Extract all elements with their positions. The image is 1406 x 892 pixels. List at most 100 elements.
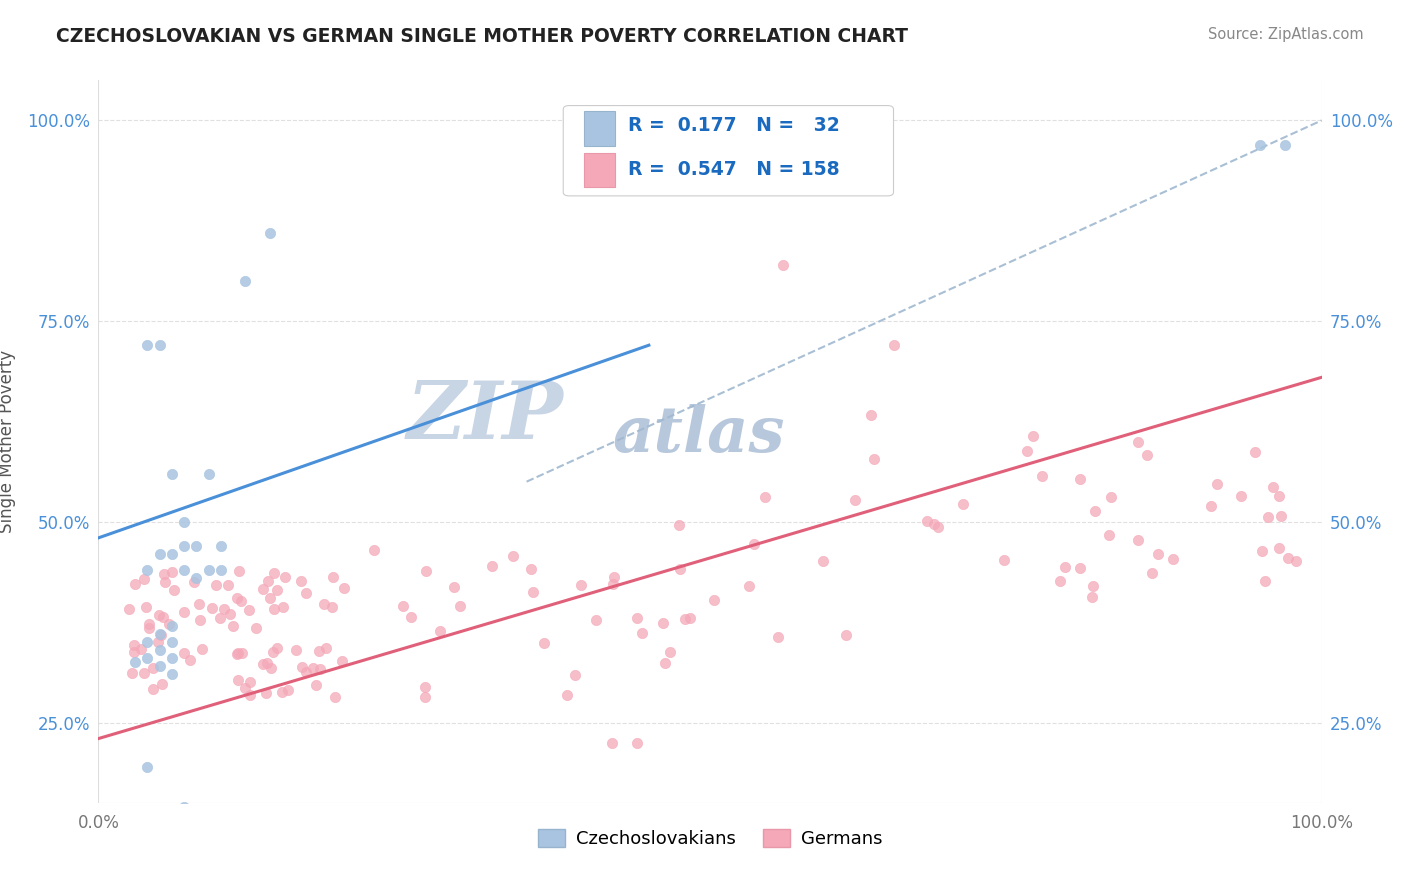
Point: [502, 549, 524, 563]
Point: [219, 607, 242, 621]
Point: [330, 654, 353, 668]
Text: atlas: atlas: [612, 403, 785, 465]
Point: [124, 577, 146, 591]
Point: [315, 640, 337, 655]
Point: [290, 574, 312, 588]
Point: [654, 656, 676, 670]
Point: [173, 800, 195, 814]
Point: [668, 562, 690, 576]
Point: [160, 565, 183, 579]
Point: [600, 735, 623, 749]
Point: [1268, 541, 1291, 555]
Point: [142, 660, 165, 674]
Point: [603, 570, 626, 584]
Point: [149, 338, 172, 352]
Point: [205, 578, 228, 592]
Point: [481, 558, 503, 573]
Point: [863, 451, 886, 466]
Text: ZIP: ZIP: [406, 377, 564, 455]
Point: [160, 635, 183, 649]
Point: [766, 630, 789, 644]
Point: [754, 490, 776, 504]
Point: [149, 547, 172, 561]
Point: [291, 660, 314, 674]
Legend: Czechoslovakians, Germans: Czechoslovakians, Germans: [530, 822, 890, 855]
Point: [1249, 137, 1271, 152]
Point: [391, 599, 413, 614]
Point: [273, 570, 295, 584]
Bar: [583, 112, 614, 145]
Point: [673, 612, 696, 626]
Point: [226, 646, 249, 660]
Point: [1229, 489, 1251, 503]
Point: [1205, 477, 1227, 491]
Point: [238, 689, 260, 703]
Point: [1147, 547, 1170, 561]
Point: [122, 639, 145, 653]
Point: [522, 585, 544, 599]
Point: [173, 539, 195, 553]
Point: [273, 600, 295, 615]
Point: [668, 517, 690, 532]
Point: [737, 579, 759, 593]
Point: [449, 599, 471, 613]
Point: [222, 619, 245, 633]
Point: [183, 574, 205, 589]
Point: [952, 497, 974, 511]
Point: [197, 467, 219, 481]
Point: [263, 602, 285, 616]
Point: [1161, 552, 1184, 566]
Point: [149, 627, 172, 641]
Point: [1274, 137, 1296, 152]
Point: [1244, 445, 1267, 459]
Point: [1126, 434, 1149, 449]
Point: [1277, 550, 1299, 565]
Point: [270, 685, 292, 699]
Point: [239, 674, 262, 689]
Point: [209, 539, 232, 553]
Point: [1098, 528, 1121, 542]
Point: [658, 645, 681, 659]
Point: [260, 660, 283, 674]
Point: [399, 609, 422, 624]
Point: [254, 685, 277, 699]
Point: [209, 611, 232, 625]
Bar: [583, 153, 614, 187]
Point: [135, 599, 157, 614]
Point: [1099, 490, 1122, 504]
Point: [160, 467, 183, 481]
Point: [429, 624, 451, 639]
Point: [197, 563, 219, 577]
Point: [1015, 444, 1038, 458]
Point: [160, 619, 183, 633]
Point: [266, 582, 288, 597]
Point: [1069, 472, 1091, 486]
Point: [233, 681, 256, 695]
Point: [1261, 480, 1284, 494]
Point: [1285, 554, 1308, 568]
Point: [1250, 544, 1272, 558]
Point: [121, 666, 143, 681]
Point: [252, 657, 274, 672]
Point: [413, 690, 436, 705]
Point: [153, 575, 176, 590]
Point: [305, 678, 328, 692]
Point: [703, 592, 725, 607]
Text: CZECHOSLOVAKIAN VS GERMAN SINGLE MOTHER POVERTY CORRELATION CHART: CZECHOSLOVAKIAN VS GERMAN SINGLE MOTHER …: [56, 27, 908, 45]
Point: [190, 614, 212, 628]
Point: [742, 537, 765, 551]
Point: [163, 583, 186, 598]
Point: [564, 668, 586, 682]
Point: [844, 492, 866, 507]
Point: [186, 571, 208, 585]
Point: [1268, 489, 1291, 503]
Text: Source: ZipAtlas.com: Source: ZipAtlas.com: [1208, 27, 1364, 42]
Point: [238, 603, 260, 617]
Text: R =  0.547   N = 158: R = 0.547 N = 158: [628, 160, 839, 178]
Point: [152, 610, 174, 624]
Point: [295, 665, 318, 680]
Point: [214, 602, 236, 616]
Point: [415, 565, 437, 579]
Point: [1199, 500, 1222, 514]
Point: [917, 514, 939, 528]
